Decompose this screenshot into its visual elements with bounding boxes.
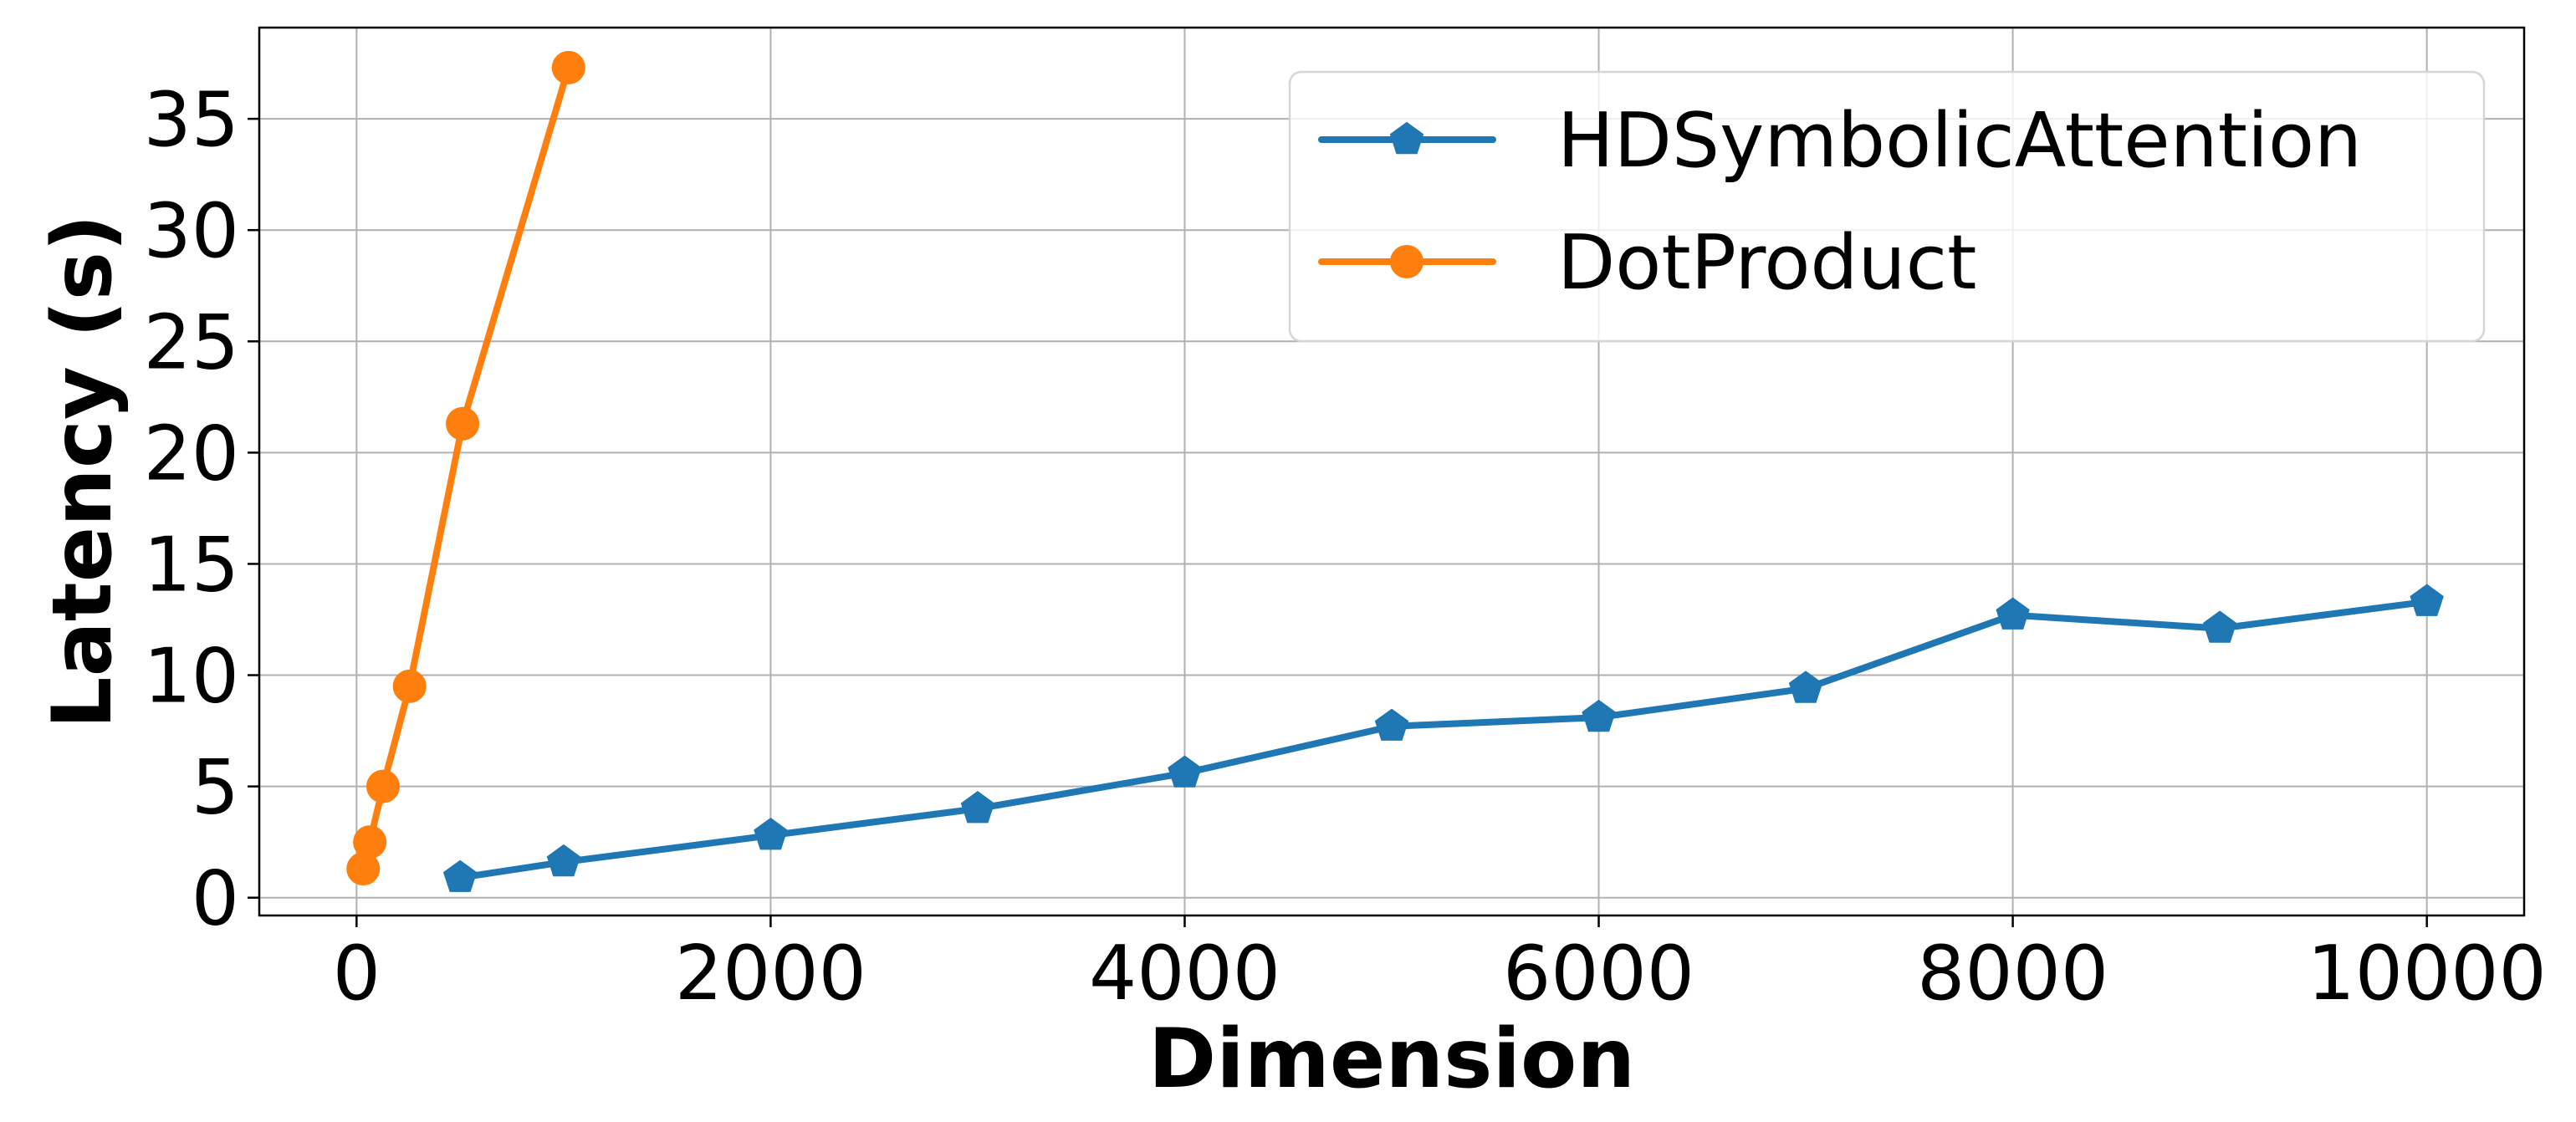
data-point-hdsymbolicattention: [1996, 597, 2030, 630]
data-point-hdsymbolicattention: [754, 817, 788, 850]
x-tick-label: 10000: [2308, 930, 2547, 1017]
y-tick-label: 35: [143, 76, 239, 164]
y-tick-label: 20: [143, 410, 239, 497]
data-point-dotproduct: [392, 669, 427, 703]
legend-marker-dotproduct: [1390, 245, 1423, 278]
data-point-hdsymbolicattention: [960, 790, 995, 824]
data-point-hdsymbolicattention: [442, 859, 478, 892]
data-point-hdsymbolicattention: [1788, 671, 1823, 703]
data-point-hdsymbolicattention: [2410, 584, 2444, 616]
y-axis-title: Latency (s): [35, 214, 130, 729]
legend-label-hdsymbolicattention: HDSymbolicAttention: [1557, 97, 2362, 185]
axis-ticks: 0 2000 4000 6000 8000 10000 0 5 10 15 20 25 30 35: [143, 76, 2546, 1017]
data-point-hdsymbolicattention: [546, 844, 581, 877]
plot-area-frame: [258, 26, 2526, 917]
data-point-dotproduct: [446, 406, 480, 441]
data-point-dotproduct: [551, 50, 585, 84]
y-tick-label: 30: [143, 187, 239, 275]
data-series: [346, 50, 2444, 892]
legend-item-hdsymbolicattention: HDSymbolicAttention: [1318, 97, 2362, 185]
series-hdsymbolicattention: [442, 584, 2444, 892]
x-tick-label: 6000: [1503, 930, 1694, 1017]
y-tick-label: 10: [143, 633, 239, 721]
x-axis-title: Dimension: [1148, 1012, 1635, 1107]
data-point-hdsymbolicattention: [1374, 708, 1409, 741]
legend: HDSymbolicAttention DotProduct: [1288, 70, 2486, 343]
data-point-dotproduct: [353, 825, 387, 859]
data-point-hdsymbolicattention: [1168, 755, 1202, 788]
legend-label-dotproduct: DotProduct: [1557, 219, 1976, 307]
y-tick-label: 15: [143, 521, 239, 609]
data-point-dotproduct: [366, 769, 401, 803]
data-point-hdsymbolicattention: [1582, 699, 1616, 732]
legend-item-dotproduct: DotProduct: [1318, 219, 1976, 307]
legend-box: [1288, 70, 2486, 343]
y-tick-label: 5: [192, 744, 239, 832]
series-dotproduct: [346, 50, 585, 886]
data-point-hdsymbolicattention: [2202, 610, 2237, 643]
legend-marker-hdsymbolicattention: [1389, 121, 1424, 155]
x-tick-label: 4000: [1089, 930, 1280, 1017]
x-tick-label: 0: [333, 930, 381, 1017]
x-tick-label: 2000: [675, 930, 866, 1017]
y-tick-label: 25: [143, 298, 239, 386]
x-tick-label: 8000: [1917, 930, 2108, 1017]
y-tick-label: 0: [192, 855, 239, 943]
